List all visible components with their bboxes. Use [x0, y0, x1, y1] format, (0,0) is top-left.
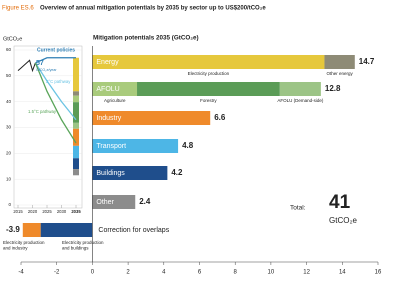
value-label: -3.9 [6, 225, 20, 234]
category-label: Other [96, 199, 114, 206]
x-tick-label: 14 [339, 270, 346, 276]
y-tick-label: 20 [6, 151, 12, 156]
x-tick-label: 10 [268, 270, 275, 276]
segment-label: Electricity production and buildings [62, 240, 104, 251]
segment-label: Electricity production [188, 71, 230, 76]
bar-segment [324, 55, 355, 69]
y-tick-label: 0 [8, 202, 11, 207]
y-tick-label: 50 [6, 73, 12, 78]
category-label: Industry [96, 115, 121, 122]
series-line [17, 59, 36, 73]
y-axis-label: GtCO₂e [3, 36, 22, 42]
value-label: 2.4 [139, 197, 151, 206]
segment-label: AFOLU (Demand-side) [277, 98, 324, 103]
bar-segment [137, 82, 280, 96]
category-label: Energy [96, 59, 119, 66]
series-line [34, 62, 77, 144]
series-label: 2°C pathway [46, 79, 71, 84]
inset-bar-segment [73, 102, 79, 123]
total-label: Total: [290, 205, 306, 212]
x-tick-label: 12 [303, 270, 310, 276]
bar [92, 139, 179, 153]
category-label: Transport [96, 143, 126, 150]
annotation-unit: GtCO₂e/year [36, 68, 57, 72]
x-tick-label: 2015 [13, 209, 23, 214]
bar [92, 195, 136, 209]
x-tick-label: 16 [375, 270, 382, 276]
total-unit: GtCO₂e [329, 216, 358, 225]
value-label: 6.6 [214, 113, 226, 122]
series-line [34, 62, 77, 121]
inset-bar-segment [73, 158, 79, 170]
plot-frame [13, 45, 83, 209]
bar-segment [92, 55, 325, 69]
bar-segment [40, 223, 93, 237]
series-label: 1.5°C pathway [28, 109, 57, 114]
x-tick-label: 2030 [57, 209, 67, 214]
segment-label: Forestry [200, 98, 217, 103]
x-tick-label: 4 [162, 270, 166, 276]
x-tick-label: -4 [18, 270, 24, 276]
bar [92, 111, 211, 125]
chart-title: Mitigation potentials 2035 (GtCO₂e) [93, 35, 199, 42]
x-tick-label: -2 [54, 270, 60, 276]
x-tick-label: 2025 [42, 209, 52, 214]
inset-bar-segment [73, 57, 79, 92]
x-tick-label: 0 [91, 270, 95, 276]
series-line [35, 57, 76, 64]
value-label: 4.2 [171, 168, 183, 177]
category-label: Buildings [96, 170, 125, 177]
inset-bar-segment [73, 145, 79, 159]
x-tick-label: 2 [126, 270, 130, 276]
value-label: 12.8 [325, 84, 341, 93]
bar-segment [92, 82, 138, 96]
bar-segment [22, 223, 41, 237]
annotation-value: 57 [36, 60, 44, 67]
total-value: 41 [329, 192, 351, 213]
figure-title: Overview of annual mitigation potentials… [40, 6, 266, 12]
inset-bar-segment [73, 91, 79, 96]
x-tick-label: 8 [234, 270, 238, 276]
category-label: AFOLU [96, 86, 119, 93]
y-tick-label: 30 [6, 125, 12, 130]
segment-label: Other energy [326, 71, 353, 76]
value-label: 14.7 [359, 57, 375, 66]
x-tick-label: 6 [198, 270, 202, 276]
bar-segment [279, 82, 321, 96]
x-tick-label: 2035 [71, 209, 81, 214]
inset-bar-segment [73, 128, 79, 146]
inset-bar-segment [73, 95, 79, 103]
x-tick-label: 2020 [28, 209, 38, 214]
segment-label: Electricity production and industry [3, 240, 45, 251]
category-label: Correction for overlaps [98, 227, 169, 234]
bar [92, 166, 168, 180]
inset-bar-segment [73, 122, 79, 129]
y-tick-label: 40 [6, 99, 12, 104]
series-label: Current policies [37, 47, 75, 53]
inset-bar-segment [73, 169, 79, 176]
value-label: 4.8 [182, 141, 194, 150]
y-tick-label: 10 [6, 176, 12, 181]
segment-label: Agriculture [104, 98, 126, 103]
y-tick-label: 60 [6, 47, 12, 52]
figure-number: Figure ES.6 [2, 6, 34, 12]
